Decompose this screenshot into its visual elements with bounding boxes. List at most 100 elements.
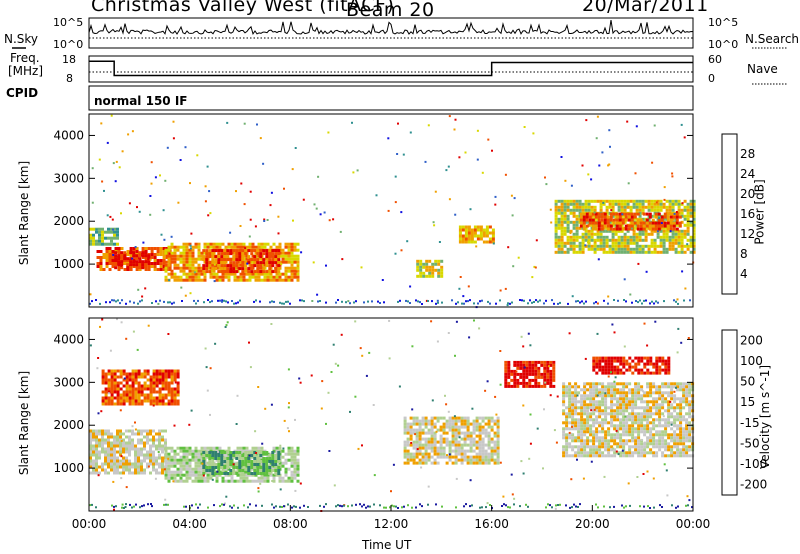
heatmap-cell xyxy=(211,469,215,472)
heatmap-cell xyxy=(586,454,590,458)
heatmap-cell xyxy=(628,454,632,458)
heatmap-cell xyxy=(218,446,222,450)
heatmap-cell xyxy=(111,259,115,262)
heatmap-cell xyxy=(516,372,520,376)
heatmap-cell xyxy=(493,419,497,423)
ytick-label: 3000 xyxy=(53,171,84,185)
heatmap-cell xyxy=(683,235,687,239)
heatmap-cell xyxy=(116,471,119,475)
heatmap-cell xyxy=(688,421,692,425)
heatmap-cell xyxy=(161,438,164,442)
heatmap-cell xyxy=(685,424,689,428)
heatmap-cell xyxy=(281,254,285,258)
heatmap-cell xyxy=(682,433,686,437)
heatmap-speckle xyxy=(623,278,626,281)
heatmap-cell xyxy=(623,220,627,224)
heatmap-cell xyxy=(617,247,621,251)
heatmap-cell xyxy=(601,359,605,363)
heatmap-cell xyxy=(266,242,270,246)
heatmap-cell xyxy=(534,363,538,367)
heatmap-cell xyxy=(143,396,147,400)
heatmap-cell xyxy=(460,461,464,465)
heatmap-cell xyxy=(611,229,615,233)
heatmap-speckle xyxy=(115,160,118,163)
heatmap-cell xyxy=(677,244,681,248)
heatmap-cell xyxy=(440,271,444,275)
heatmap-cell xyxy=(668,205,672,209)
heatmap-cell xyxy=(674,199,678,203)
heatmap-cell xyxy=(125,435,128,439)
heatmap-cell xyxy=(208,460,212,463)
heatmap-cell xyxy=(119,429,122,433)
heatmap-cell xyxy=(113,462,116,466)
heatmap-cell xyxy=(233,245,237,249)
heatmap-cell xyxy=(194,476,198,480)
heatmap-cell xyxy=(601,436,605,440)
heatmap-cell xyxy=(140,384,144,388)
heatmap-cell xyxy=(120,254,124,258)
heatmap-cell xyxy=(668,238,672,242)
heatmap-cell xyxy=(574,385,578,389)
heatmap-cell xyxy=(652,451,656,455)
heatmap-speckle xyxy=(435,302,437,305)
heatmap-cell xyxy=(525,381,529,385)
heatmap-cell xyxy=(239,245,243,249)
heatmap-speckle xyxy=(111,299,113,302)
heatmap-cell xyxy=(134,465,137,469)
heatmap-cell xyxy=(197,251,201,255)
heatmap-cell xyxy=(565,442,569,446)
heatmap-cell xyxy=(641,232,645,236)
heatmap-cell xyxy=(482,228,486,232)
heatmap-cell xyxy=(639,221,643,225)
heatmap-cell xyxy=(254,473,258,477)
heatmap-cell xyxy=(519,363,523,367)
heatmap-cell xyxy=(122,459,125,463)
heatmap-cell xyxy=(122,390,126,394)
heatmap-cell xyxy=(113,465,116,469)
heatmap-cell xyxy=(185,275,189,279)
heatmap-cell xyxy=(113,471,116,475)
heatmap-cell xyxy=(403,425,407,429)
heatmap-cell xyxy=(475,428,479,432)
heatmap-cell xyxy=(134,432,137,436)
heatmap-cell xyxy=(129,260,133,264)
heatmap-cell xyxy=(281,476,285,480)
heatmap-cell xyxy=(257,476,261,480)
heatmap-cell xyxy=(626,235,630,239)
heatmap-cell xyxy=(516,378,520,382)
heatmap-speckle xyxy=(103,189,105,192)
heatmap-cell xyxy=(161,402,165,406)
heatmap-cell xyxy=(589,454,593,458)
heatmap-cell xyxy=(122,468,125,472)
heatmap-cell xyxy=(251,455,255,459)
heatmap-cell xyxy=(122,471,125,475)
heatmap-cell xyxy=(164,429,167,433)
heatmap-cell xyxy=(577,406,581,410)
heatmap-cell xyxy=(430,437,434,441)
heatmap-cell xyxy=(147,262,151,265)
heatmap-cell xyxy=(652,391,656,395)
heatmap-cell xyxy=(682,451,686,455)
heatmap-cell xyxy=(451,440,455,444)
heatmap-cell xyxy=(164,381,168,385)
heatmap-cell xyxy=(531,366,535,370)
heatmap-cell xyxy=(442,440,446,444)
heatmap-cell xyxy=(581,238,585,242)
heatmap-cell xyxy=(284,275,288,279)
heatmap-cell xyxy=(290,473,294,477)
heatmap-cell xyxy=(566,241,570,245)
heatmap-cell xyxy=(597,215,601,219)
heatmap-cell xyxy=(253,270,257,274)
heatmap-cell xyxy=(519,360,523,364)
heatmap-cell xyxy=(164,455,168,459)
heatmap-cell xyxy=(673,406,677,410)
heatmap-cell xyxy=(679,412,683,416)
heatmap-cell xyxy=(137,441,140,445)
heatmap-cell xyxy=(256,267,260,271)
heatmap-cell xyxy=(179,458,183,462)
heatmap-cell xyxy=(589,451,593,455)
heatmap-cell xyxy=(552,372,556,376)
heatmap-cell xyxy=(628,382,632,386)
heatmap-cell xyxy=(665,238,669,242)
heatmap-cell xyxy=(158,390,162,394)
